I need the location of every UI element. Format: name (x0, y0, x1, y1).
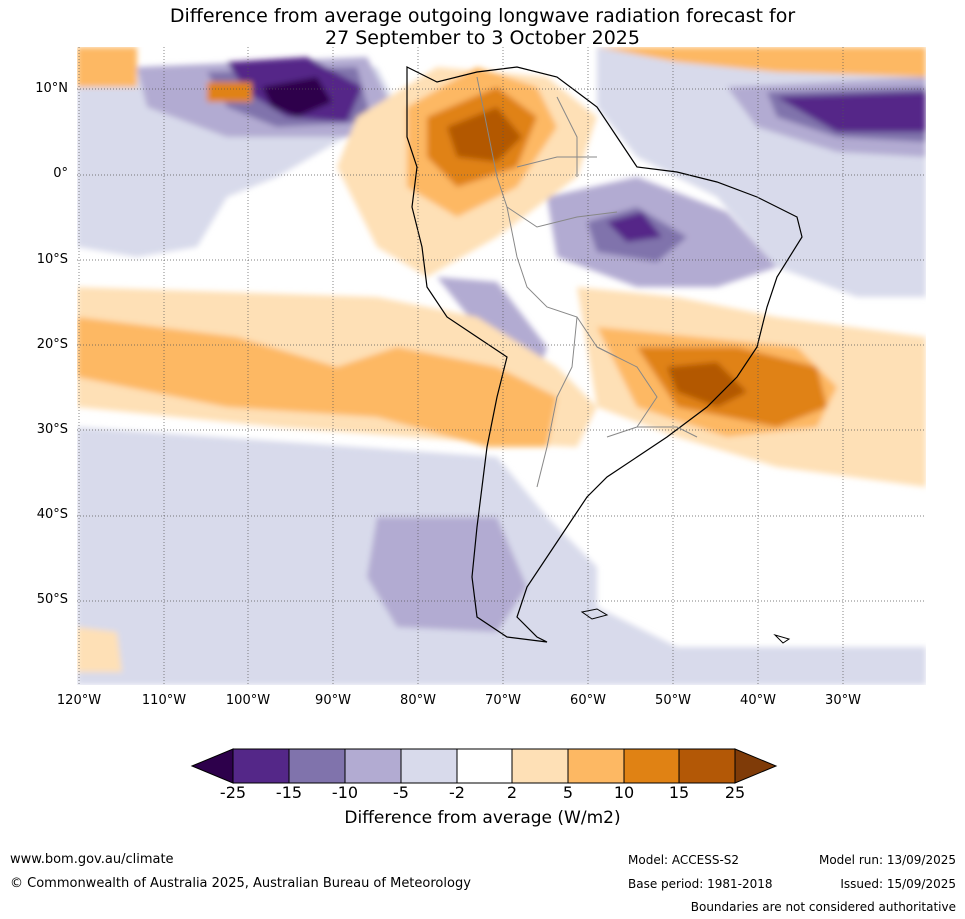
country-borders (476, 76, 698, 488)
lat-label-10s: 10°S (36, 252, 68, 267)
anomaly-shading (77, 47, 926, 685)
lon-label-100w: 100°W (225, 693, 271, 708)
lat-label-40s: 40°S (36, 507, 68, 522)
colorbar-segment (233, 749, 289, 783)
lat-label-0: 0° (53, 166, 68, 181)
colorbar-extend-low (190, 748, 234, 784)
lat-label-20s: 20°S (36, 337, 68, 352)
model-run-text: Model run: 13/09/2025 (818, 853, 956, 867)
colorbar-tick-label: 15 (668, 783, 690, 802)
model-text: Model: ACCESS-S2 (628, 853, 740, 867)
anomaly-map (77, 47, 926, 685)
falkland-islands (580, 608, 609, 620)
colorbar-segment (624, 749, 679, 783)
lon-label-80w: 80°W (400, 693, 436, 708)
lat-label-30s: 30°S (36, 422, 68, 437)
lon-label-40w: 40°W (740, 693, 776, 708)
colorbar-segment (568, 749, 624, 783)
lon-label-30w: 30°W (825, 693, 861, 708)
map-title-line1: Difference from average outgoing longwav… (169, 5, 796, 27)
colorbar-tick-label: -15 (275, 783, 303, 802)
lon-label-50w: 50°W (655, 693, 691, 708)
colorbar-tick-label: 25 (724, 783, 746, 802)
colorbar-tick-label: -5 (393, 783, 409, 802)
colorbar-tick-label: -2 (449, 783, 465, 802)
colorbar-tick-label: 10 (613, 783, 635, 802)
map-title-line2: 27 September to 3 October 2025 (325, 27, 640, 49)
colorbar-segment (512, 749, 568, 783)
disclaimer-text: Boundaries are not considered authoritat… (690, 900, 956, 914)
colorbar (190, 746, 780, 786)
colorbar-title: Difference from average (W/m2) (344, 808, 621, 828)
colorbar-segment (679, 749, 735, 783)
colorbar-segment (289, 749, 345, 783)
website-link[interactable]: www.bom.gov.au/climate (10, 852, 174, 867)
colorbar-tick-label: 2 (506, 783, 518, 802)
lon-label-110w: 110°W (141, 693, 187, 708)
lat-label-10n: 10°N (35, 81, 68, 96)
lat-label-50s: 50°S (36, 592, 68, 607)
lon-label-90w: 90°W (315, 693, 351, 708)
colorbar-extend-high (734, 748, 778, 784)
colorbar-tick-label: -10 (331, 783, 359, 802)
base-period-text: Base period: 1981-2018 (628, 877, 773, 891)
copyright-text: © Commonwealth of Australia 2025, Austra… (10, 876, 471, 891)
colorbar-tick-label: 5 (562, 783, 574, 802)
south-america-coastline (406, 66, 803, 643)
colorbar-segment (457, 749, 512, 783)
lon-label-70w: 70°W (485, 693, 521, 708)
graticule (77, 47, 926, 685)
colorbar-segment (345, 749, 401, 783)
lon-label-60w: 60°W (570, 693, 606, 708)
lon-label-120w: 120°W (56, 693, 102, 708)
map-panel[interactable] (77, 47, 926, 685)
colorbar-tick-label: -25 (219, 783, 247, 802)
colorbar-segment (401, 749, 457, 783)
issued-text: Issued: 15/09/2025 (840, 877, 956, 891)
south-georgia (773, 633, 791, 644)
